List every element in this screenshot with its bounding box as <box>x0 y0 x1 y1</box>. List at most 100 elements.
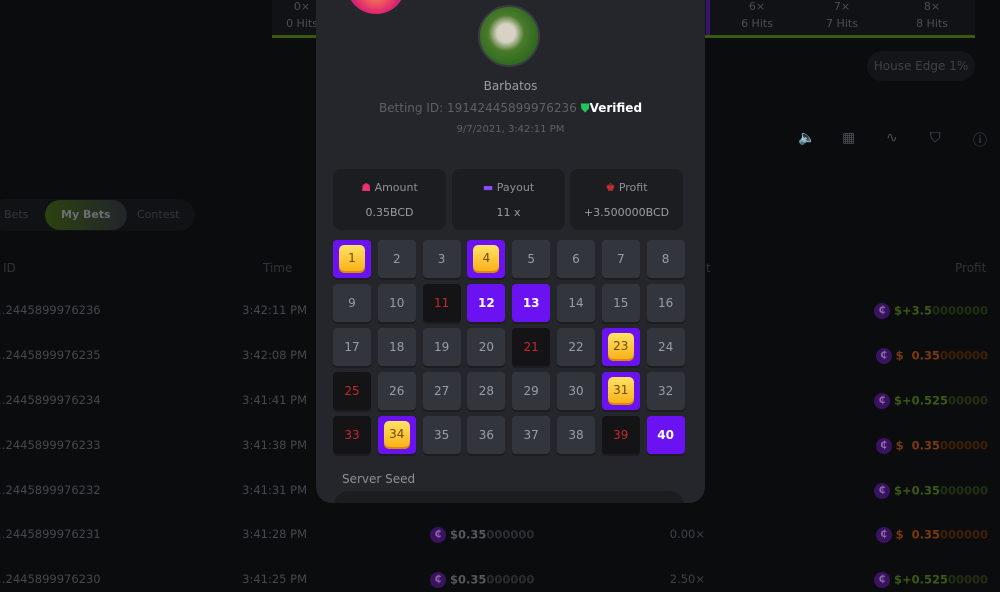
bet-profit: ₵ $+0.52500000 <box>873 393 988 409</box>
bet-time: 3:41:41 PM <box>242 393 307 407</box>
keno-cell-6[interactable]: 6 <box>557 240 595 278</box>
hit-highlight <box>706 0 710 35</box>
amount-tail: 000000 <box>486 572 535 587</box>
amount-main: $0.35 <box>450 572 487 587</box>
keno-cell-27[interactable]: 27 <box>422 372 461 410</box>
keno-cell-11[interactable]: 11 <box>422 284 461 322</box>
keno-cell-35[interactable]: 35 <box>422 416 461 454</box>
keno-cell-16[interactable]: 16 <box>646 284 685 322</box>
col-id: ID <box>3 261 16 275</box>
hit-mult: 0× <box>293 0 311 13</box>
keno-cell-5[interactable]: 5 <box>512 240 551 278</box>
keno-cell-7[interactable]: 7 <box>601 240 640 278</box>
hit-item: 7× 7 Hits <box>812 0 872 30</box>
keno-cell-26[interactable]: 26 <box>377 372 416 410</box>
keno-cell-29[interactable]: 29 <box>512 372 551 410</box>
hit-mult: 8× <box>923 0 941 13</box>
bet-time: 3:41:25 PM <box>242 572 307 586</box>
keno-cell-24[interactable]: 24 <box>646 328 685 366</box>
fairness-icon[interactable]: ⛉ <box>930 130 941 146</box>
keno-cell-39[interactable]: 39 <box>601 416 640 454</box>
bet-profit: ₵ $+0.52500000 <box>873 572 988 588</box>
keno-cell-3[interactable]: 3 <box>422 240 461 278</box>
bet-datetime: 9/7/2021, 3:42:11 PM <box>456 124 565 135</box>
keno-cell-2[interactable]: 2 <box>377 240 416 278</box>
gem-icon: 4 <box>473 245 500 271</box>
keno-cell-40[interactable]: 40 <box>646 416 685 454</box>
bet-id: …2445899976234 <box>0 393 101 407</box>
server-seed-label: Server Seed <box>342 472 416 486</box>
keno-cell-18[interactable]: 18 <box>377 328 416 366</box>
keno-cell-17[interactable]: 17 <box>333 328 371 366</box>
bet-profit: ₵ $+3.50000000 <box>873 303 988 319</box>
col-profit: Profit <box>955 261 987 275</box>
coin-icon: ₵ <box>873 572 890 588</box>
tab-contest[interactable]: Contest <box>137 208 180 221</box>
hit-label: 7 Hits <box>826 17 858 30</box>
coin-icon: ₵ <box>873 303 890 319</box>
keno-cell-10[interactable]: 10 <box>377 284 416 322</box>
server-seed-field[interactable] <box>333 491 685 503</box>
tab-bets[interactable]: Bets <box>4 208 29 221</box>
coin-icon: ₵ <box>430 527 446 543</box>
keno-cell-36[interactable]: 36 <box>467 416 506 454</box>
keno-cell-33[interactable]: 33 <box>333 416 371 454</box>
game-logo <box>346 0 406 14</box>
keno-cell-20[interactable]: 20 <box>467 328 506 366</box>
keno-cell-19[interactable]: 19 <box>422 328 461 366</box>
table-row[interactable]: …2445899976233 3:41:38 PM ₵ $ 0.35000000 <box>0 438 1000 458</box>
amount-value: 0.35BCD <box>365 206 414 219</box>
bets-tabs: Bets My Bets Contest <box>0 199 195 231</box>
keno-cell-23[interactable]: 23 <box>601 328 640 366</box>
amount-main: $0.35 <box>450 527 487 542</box>
tab-my-bets[interactable]: My Bets <box>45 200 127 230</box>
bet-profit: ₵ $ 0.35000000 <box>875 527 988 543</box>
keno-cell-28[interactable]: 28 <box>467 372 506 410</box>
hit-item: 6× 6 Hits <box>727 0 787 30</box>
profit-tail: 000000 <box>939 348 988 363</box>
bet-id: …2445899976236 <box>0 303 101 317</box>
keno-cell-38[interactable]: 38 <box>557 416 595 454</box>
table-row[interactable]: …2445899976234 3:41:41 PM ₵ $+0.52500000 <box>0 393 1000 413</box>
table-row[interactable]: …2445899976232 3:41:31 PM ₵ $+0.35000000 <box>0 483 1000 503</box>
sound-icon[interactable]: 🔈 <box>798 130 816 146</box>
profit-tail: 000000 <box>939 483 988 498</box>
chart-icon[interactable]: ∿ <box>886 130 898 146</box>
keno-cell-14[interactable]: 14 <box>557 284 595 322</box>
table-row[interactable]: …2445899976231 3:41:28 PM ₵ $0.35000000 0.0… <box>0 527 1000 547</box>
keno-cell-21[interactable]: 21 <box>512 328 551 366</box>
bet-amount: ₵ $0.35000000 <box>430 572 534 588</box>
keno-cell-31[interactable]: 31 <box>601 372 640 410</box>
bet-id: …2445899976230 <box>0 572 101 586</box>
payout-value: 11 x <box>496 206 521 219</box>
betting-id: Betting ID: 19142445899976236 <box>378 101 577 115</box>
keno-cell-32[interactable]: 32 <box>646 372 685 410</box>
keno-cell-37[interactable]: 37 <box>512 416 551 454</box>
profit-tail: 000000 <box>939 527 988 542</box>
help-icon[interactable]: ⓘ <box>973 133 987 149</box>
hit-mult: 6× <box>748 0 766 13</box>
keno-cell-25[interactable]: 25 <box>333 372 371 410</box>
keno-cell-1[interactable]: 1 <box>333 240 371 278</box>
keno-cell-22[interactable]: 22 <box>557 328 595 366</box>
profit-label: Profit <box>618 181 648 194</box>
keno-cell-8[interactable]: 8 <box>646 240 685 278</box>
coin-icon: ₵ <box>875 438 892 454</box>
table-row[interactable]: …2445899976230 3:41:25 PM ₵ $0.35000000 2.5… <box>0 572 1000 592</box>
keno-cell-30[interactable]: 30 <box>557 372 595 410</box>
keno-cell-12[interactable]: 12 <box>467 284 506 322</box>
keno-cell-15[interactable]: 15 <box>601 284 640 322</box>
keno-cell-13[interactable]: 13 <box>512 284 551 322</box>
profit-tail: 00000 <box>947 393 988 408</box>
bet-id: …2445899976235 <box>0 348 101 362</box>
keno-cell-9[interactable]: 9 <box>333 284 371 322</box>
betting-id-line: Betting ID: 19142445899976236 ⛊Verified <box>316 101 705 116</box>
hit-label: 0 Hits <box>286 17 318 30</box>
profit-tail: 00000 <box>947 572 988 587</box>
keyboard-icon[interactable]: ▦ <box>842 130 856 146</box>
table-row[interactable]: …2445899976236 3:42:11 PM ₵ $+3.50000000 <box>0 303 1000 323</box>
keno-cell-4[interactable]: 4 <box>467 240 506 278</box>
keno-cell-34[interactable]: 34 <box>377 416 416 454</box>
table-row[interactable]: …2445899976235 3:42:08 PM ₵ $ 0.35000000 <box>0 348 1000 368</box>
profit-value: +3.500000BCD <box>583 206 670 219</box>
